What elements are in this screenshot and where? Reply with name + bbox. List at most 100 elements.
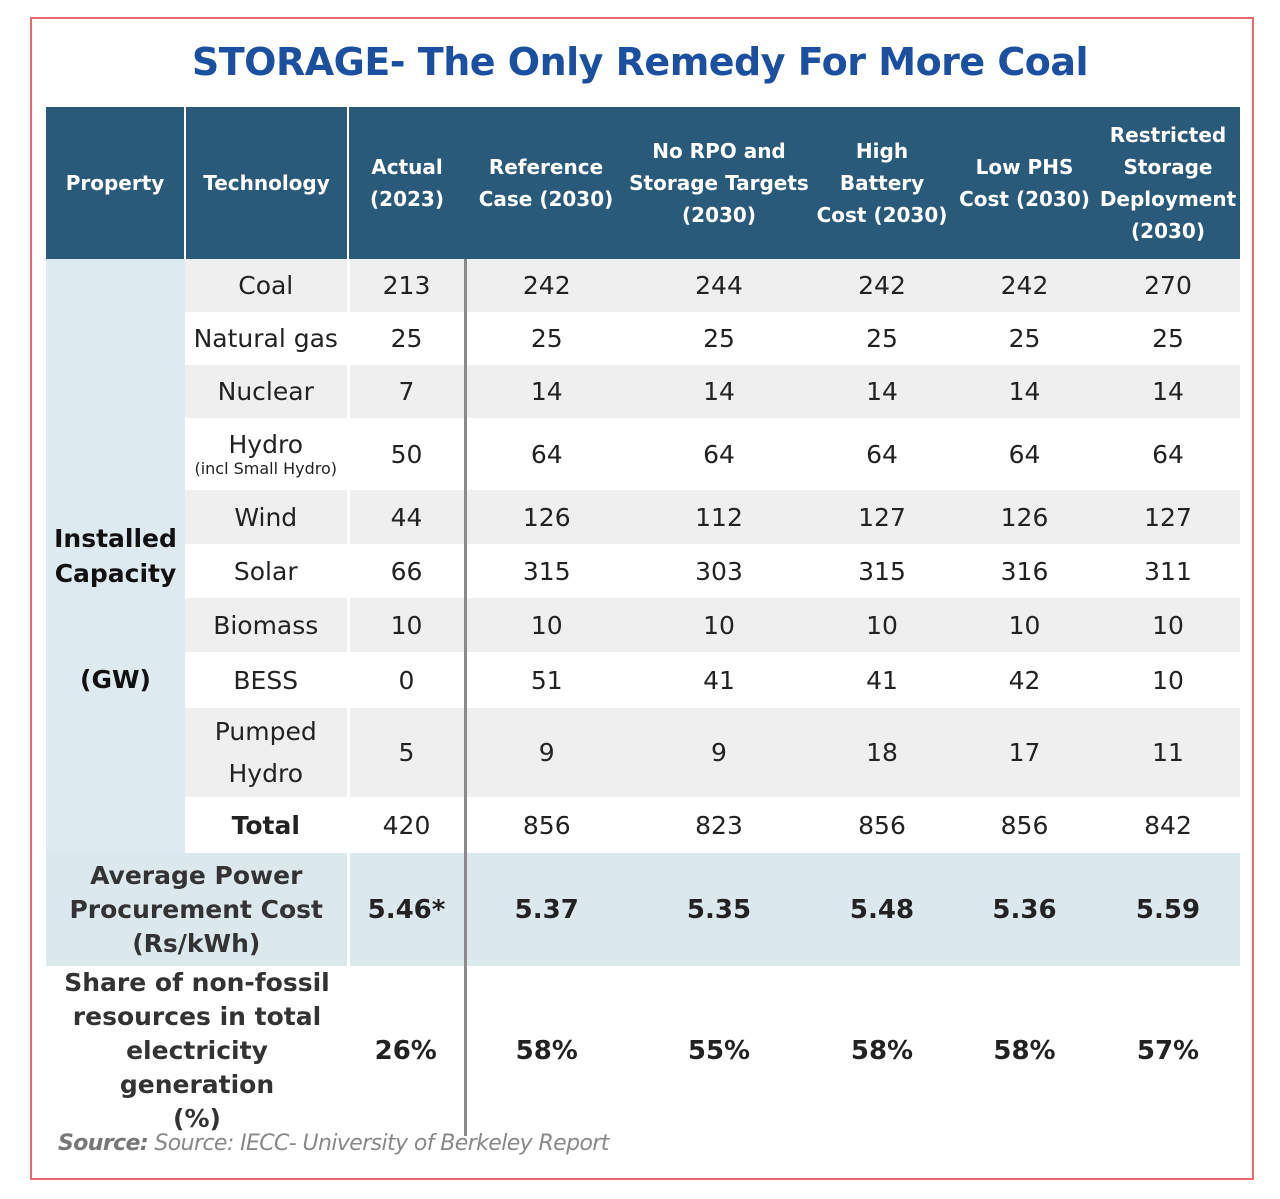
cost-label-line: Procurement Cost [69, 894, 324, 924]
value-cell: 856 [953, 797, 1096, 853]
value-cell: 25 [953, 312, 1096, 365]
value-cell: 315 [465, 544, 627, 598]
value-cell: 14 [1096, 365, 1240, 418]
value-cell: 57% [1096, 966, 1240, 1136]
tech-cell: Hydro (incl Small Hydro) [185, 418, 350, 490]
header-scenario: Actual (2023) [348, 107, 465, 259]
value-cell: 311 [1096, 544, 1240, 598]
value-cell: 5.37 [465, 853, 627, 966]
header-line: Cost (2030) [816, 203, 948, 227]
value-cell: 14 [953, 365, 1096, 418]
header-line: Case (2030) [478, 187, 614, 211]
share-label: Share of non-fossil resources in total ele… [46, 966, 348, 1136]
share-label-line: Share of non-fossil [64, 968, 330, 997]
header-property: Property [46, 107, 186, 259]
cost-label-line: (Rs/kWh) [132, 928, 261, 958]
value-cell: 55% [627, 966, 811, 1136]
tech-cell: BESS [185, 652, 350, 708]
value-cell: 316 [953, 544, 1096, 598]
value-cell: 17 [953, 708, 1096, 797]
value-cell: 26% [348, 966, 467, 1136]
value-cell: 5 [348, 708, 467, 797]
cost-row: Average Power Procurement Cost (Rs/kWh) 5.… [46, 853, 1240, 966]
value-cell: 50 [348, 418, 467, 490]
value-cell: 842 [1096, 797, 1240, 853]
value-cell: 315 [811, 544, 953, 598]
value-cell: 5.59 [1096, 853, 1240, 966]
value-cell: 25 [811, 312, 953, 365]
value-cell: 10 [1096, 598, 1240, 652]
value-cell: 10 [465, 598, 627, 652]
header-scenario: Restricted Storage Deployment (2030) [1096, 107, 1240, 259]
value-cell: 10 [953, 598, 1096, 652]
header-line: Deployment [1099, 187, 1237, 211]
value-cell: 242 [465, 259, 627, 312]
value-cell: 126 [953, 490, 1096, 544]
share-label-line: resources in total [72, 1002, 322, 1031]
value-cell: 0 [348, 652, 467, 708]
value-cell: 244 [627, 259, 811, 312]
header-line: Storage Targets [629, 171, 809, 195]
share-label-line: (%) [173, 1104, 221, 1133]
header-line: High Battery [839, 139, 925, 195]
share-row: Share of non-fossil resources in total ele… [46, 966, 1240, 1136]
value-cell: 242 [953, 259, 1096, 312]
header-line: Low PHS [975, 155, 1074, 179]
value-cell: 64 [953, 418, 1096, 490]
value-cell: 58% [953, 966, 1096, 1136]
table-row: Wind 44 126 112 127 126 127 [46, 490, 1240, 544]
source-text: Source: IECC- University of Berkeley Rep… [148, 1131, 609, 1156]
value-cell: 5.35 [627, 853, 811, 966]
page-title: STORAGE- The Only Remedy For More Coal [191, 40, 1089, 84]
header-scenario: Low PHS Cost (2030) [953, 107, 1096, 259]
header-line: Restricted [1109, 123, 1227, 147]
value-cell: 303 [627, 544, 811, 598]
value-cell: 126 [465, 490, 627, 544]
tech-cell: Nuclear [185, 365, 350, 418]
header-scenario: High Battery Cost (2030) [811, 107, 953, 259]
value-cell: 66 [348, 544, 467, 598]
value-cell: 112 [627, 490, 811, 544]
value-cell: 10 [627, 598, 811, 652]
value-cell: 856 [811, 797, 953, 853]
header-line: (2023) [370, 187, 444, 211]
table-row: Biomass 10 10 10 10 10 10 [46, 598, 1240, 652]
value-cell: 44 [348, 490, 467, 544]
table-row: Nuclear 7 14 14 14 14 14 [46, 365, 1240, 418]
value-cell: 64 [811, 418, 953, 490]
value-cell: 64 [627, 418, 811, 490]
tech-label: Hydro [228, 758, 304, 788]
table-row: Pumped Hydro 5 9 9 18 17 11 [46, 708, 1240, 797]
property-cell: Installed Capacity (GW) [46, 259, 185, 853]
header-line: Reference [488, 155, 604, 179]
value-cell: 856 [465, 797, 627, 853]
value-cell: 213 [348, 259, 467, 312]
value-cell: 9 [627, 708, 811, 797]
property-label: Installed [54, 524, 177, 553]
tech-cell: Pumped Hydro [185, 708, 350, 797]
value-cell: 5.48 [811, 853, 953, 966]
figure-frame [30, 17, 1254, 1180]
table-row: BESS 0 51 41 41 42 10 [46, 652, 1240, 708]
value-cell: 242 [811, 259, 953, 312]
value-cell: 18 [811, 708, 953, 797]
value-cell: 420 [348, 797, 467, 853]
tech-cell: Natural gas [185, 312, 350, 365]
header-line: (2030) [1131, 219, 1205, 243]
value-cell: 25 [348, 312, 467, 365]
value-cell: 14 [465, 365, 627, 418]
value-cell: 14 [627, 365, 811, 418]
value-cell: 127 [811, 490, 953, 544]
value-cell: 10 [811, 598, 953, 652]
header-technology: Technology [185, 107, 349, 259]
value-cell: 64 [465, 418, 627, 490]
header-scenario: Reference Case (2030) [465, 107, 627, 259]
value-cell: 25 [1096, 312, 1240, 365]
source-note: Source: Source: IECC- University of Berk… [58, 1131, 609, 1156]
value-cell: 42 [953, 652, 1096, 708]
table-row: Total 420 856 823 856 856 842 [46, 797, 1240, 853]
value-cell: 127 [1096, 490, 1240, 544]
value-cell: 25 [627, 312, 811, 365]
value-cell: 270 [1096, 259, 1240, 312]
tech-cell: Biomass [185, 598, 350, 652]
